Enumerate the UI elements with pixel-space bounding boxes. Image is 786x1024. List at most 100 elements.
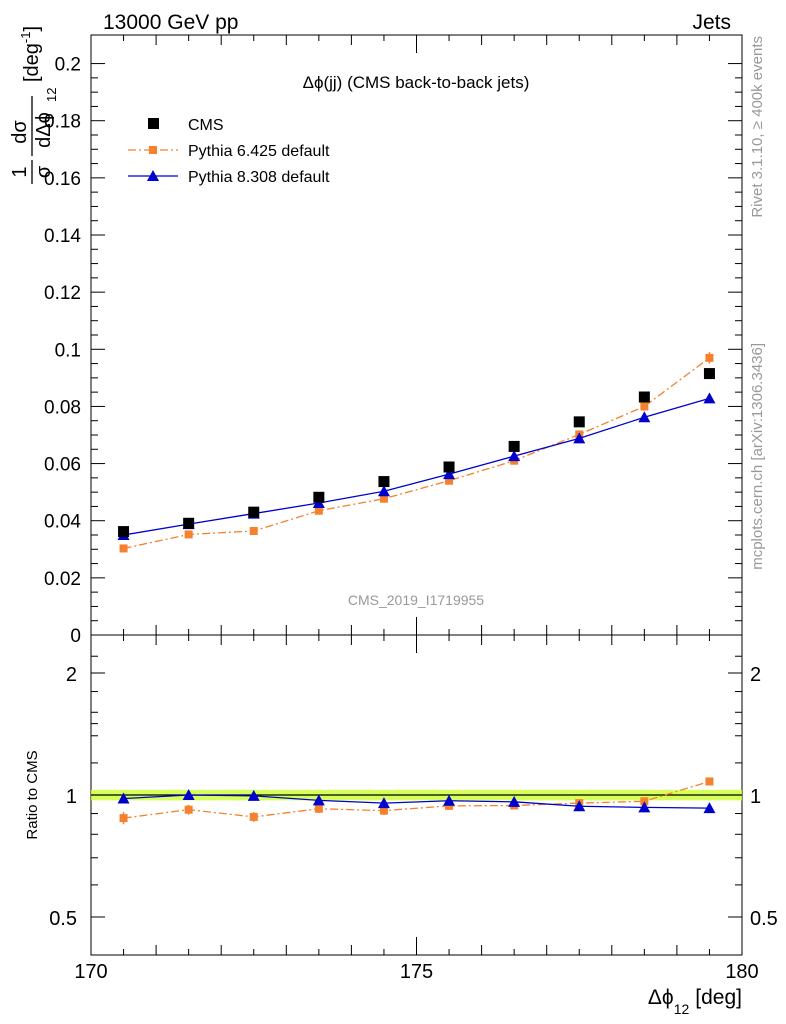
- legend-entry-cms: CMS: [148, 117, 224, 134]
- y-tick-label: 0.12: [44, 283, 81, 304]
- pythia6-point: [249, 527, 258, 535]
- y-label-unit-exponent: -1: [18, 32, 33, 44]
- cms-data-point: [573, 416, 585, 428]
- pythia6-ratio-point: [379, 806, 388, 815]
- y-label-unit-close: ]: [21, 26, 43, 32]
- legend-entry-pythia6: Pythia 6.425 default: [128, 143, 330, 160]
- pythia6-point: [445, 476, 454, 485]
- pythia6-ratio-line: [123, 780, 710, 819]
- ratio-tick-label-left: 1: [66, 786, 77, 808]
- legend-pythia8-marker: [147, 170, 159, 181]
- pythia8-ratio-point: [312, 794, 325, 806]
- y-tick-label: 0.14: [44, 226, 81, 247]
- pythia6-ratio-point: [119, 814, 128, 823]
- cms-data-point: [638, 391, 650, 403]
- ratio-data-layer: [91, 777, 742, 825]
- y-tick-label: 0.16: [44, 169, 81, 190]
- cms-data-point: [443, 461, 455, 473]
- pythia6-point: [184, 530, 193, 539]
- pythia6-ratio-point: [249, 812, 258, 821]
- pythia8-point: [443, 468, 456, 480]
- pythia8-ratio-point: [638, 801, 651, 813]
- pythia8-point: [508, 450, 521, 462]
- mcplots-label: mcplots.cern.ch [arXiv:1306.3436]: [749, 343, 766, 570]
- cms-data-point: [183, 517, 195, 529]
- pythia8-point: [703, 392, 716, 404]
- pythia8-ratio-point: [377, 797, 390, 809]
- pythia8-point: [573, 432, 586, 444]
- pythia6-ratio-point: [314, 804, 323, 813]
- cms-data-point: [703, 368, 715, 380]
- pythia6-point: [640, 402, 649, 411]
- pythia6-ratio-point: [184, 805, 193, 814]
- pythia8-point: [638, 411, 651, 423]
- cms-data-point: [378, 476, 390, 488]
- x-tick-label: 175: [400, 961, 433, 983]
- y-label-dsigma: dσ: [9, 120, 31, 144]
- pythia6-point: [314, 506, 323, 515]
- ratio-tick-label-right: 0.5: [750, 908, 778, 930]
- y-tick-label: 0.02: [44, 569, 81, 590]
- legend-cms-marker: [148, 118, 159, 129]
- rivet-version-label: Rivet 3.1.10, ≥ 400k events: [749, 36, 766, 218]
- x-label-symbol: Δϕ: [648, 986, 674, 1009]
- legend-pythia6-marker: [149, 146, 157, 154]
- x-label-subscript: 12: [674, 1001, 690, 1017]
- x-tick-label: 180: [725, 961, 758, 983]
- pythia8-ratio-point: [703, 802, 716, 814]
- pythia8-line: [123, 397, 710, 536]
- ratio-tick-label-left: 0.5: [49, 908, 77, 930]
- pythia8-ratio-point: [573, 800, 586, 812]
- y-tick-label: 0.1: [55, 340, 81, 361]
- y-tick-label: 0.08: [44, 397, 81, 418]
- pythia8-ratio-point: [117, 792, 130, 804]
- y-axis-label: 1 σ dσ dΔϕ 12 [deg-1]: [9, 26, 59, 184]
- pythia6-ratio-point: [640, 797, 649, 806]
- pythia8-ratio-point: [443, 794, 456, 806]
- cms-data-point: [248, 506, 260, 518]
- pythia8-point: [377, 485, 390, 497]
- pythia8-ratio-point: [247, 789, 260, 801]
- x-axis-ticks: 170 175 180: [74, 35, 759, 983]
- y-tick-label: 0.04: [44, 512, 81, 533]
- cms-data-point: [118, 526, 130, 538]
- main-axis-ticks: 0 0.02 0.04 0.06 0.08 0.1 0.12 0.14 0.16 0.18 0.2: [44, 55, 742, 647]
- y-label-numerator: 1: [9, 166, 31, 177]
- ratio-axis-ticks: 0.5 0.5 1 1 2 2: [49, 655, 778, 930]
- pythia6-point: [379, 494, 388, 503]
- pythia6-ratio-point: [445, 801, 454, 810]
- main-data-layer: [117, 352, 716, 553]
- pythia6-point: [119, 544, 128, 553]
- plot-title: Δϕ(jj) (CMS back-to-back jets): [303, 73, 530, 92]
- cms-data-point: [313, 491, 325, 503]
- cms-data-point: [508, 440, 520, 452]
- legend: CMS Pythia 6.425 default Pythia 8.308 de…: [128, 117, 330, 186]
- y-tick-label: 0.06: [44, 455, 81, 476]
- analysis-id-label: CMS_2019_I1719955: [348, 592, 484, 608]
- y-label-denominator: dΔϕ: [33, 112, 55, 148]
- pythia6-ratio-point: [705, 777, 714, 786]
- x-label-unit: [deg]: [695, 986, 742, 1009]
- legend-cms-label: CMS: [188, 117, 224, 134]
- pythia6-line: [123, 357, 710, 550]
- y-tick-label: 0: [70, 626, 81, 647]
- x-axis-label: Δϕ12 [deg]: [648, 986, 742, 1017]
- y-label-subscript: 12: [44, 88, 59, 102]
- ratio-tick-label-right: 2: [750, 664, 761, 686]
- legend-pythia6-label: Pythia 6.425 default: [188, 143, 330, 160]
- pythia8-ratio-point: [182, 789, 195, 800]
- pythia6-point: [705, 353, 714, 362]
- legend-entry-pythia8: Pythia 8.308 default: [128, 169, 330, 186]
- y-tick-label: 0.18: [44, 112, 81, 133]
- ratio-y-axis-label: Ratio to CMS: [24, 750, 41, 839]
- y-label-unit-base: [deg: [21, 43, 43, 82]
- header-energy-label: 13000 GeV pp: [103, 11, 238, 34]
- legend-pythia8-label: Pythia 8.308 default: [188, 169, 330, 186]
- y-label-sigma: σ: [33, 165, 55, 178]
- y-label-unit: [deg-1]: [18, 26, 43, 82]
- header-process-label: Jets: [692, 11, 731, 34]
- pythia8-ratio-line: [123, 794, 710, 809]
- y-tick-label: 0.2: [55, 55, 81, 76]
- x-tick-label: 170: [74, 961, 107, 983]
